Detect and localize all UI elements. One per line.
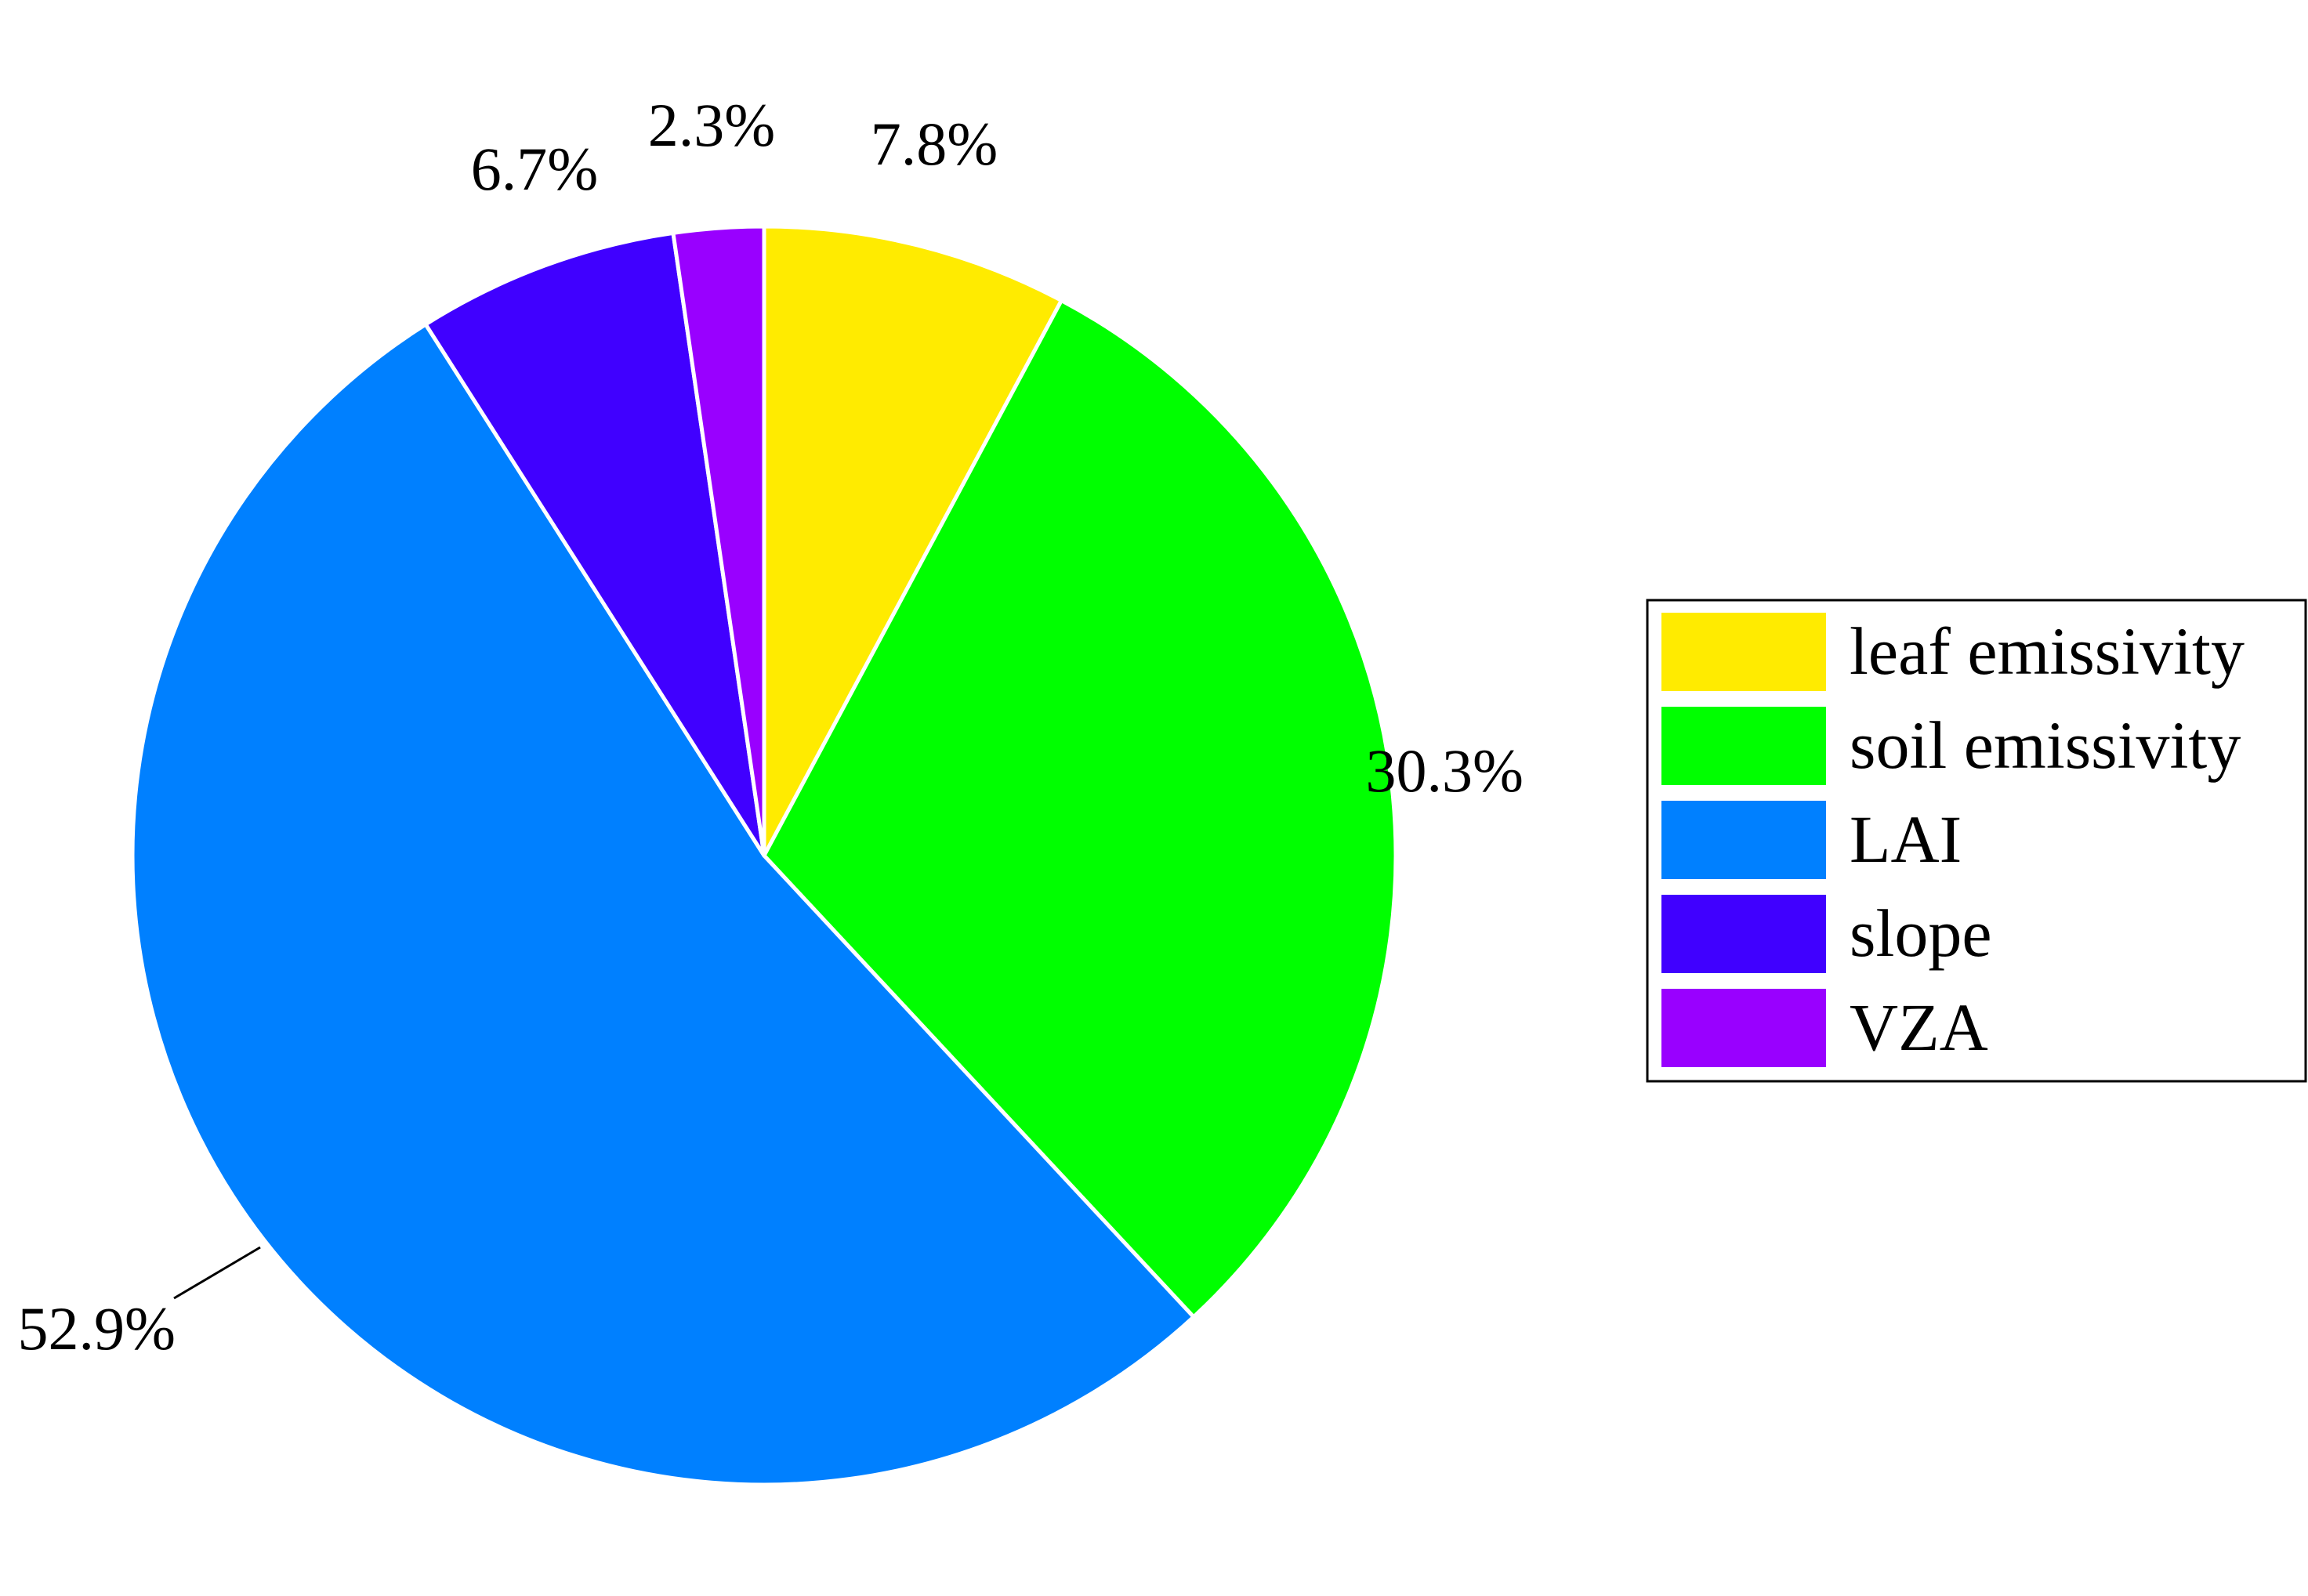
pie-slice-lai bbox=[130, 322, 1196, 1487]
slice-label-slope: 6.7% bbox=[471, 135, 598, 203]
pie-slices bbox=[130, 224, 1398, 1487]
legend-swatch-slope bbox=[1661, 895, 1826, 973]
legend-label-slope: slope bbox=[1850, 896, 1992, 971]
legend-label-leaf-emissivity: leaf emissivity bbox=[1850, 613, 2245, 689]
legend-swatch-soil-emissivity bbox=[1661, 707, 1826, 785]
leader-line-lai bbox=[173, 1246, 261, 1300]
slice-label-leaf-emissivity: 7.8% bbox=[871, 110, 998, 178]
slice-label-soil-emissivity: 30.3% bbox=[1366, 736, 1524, 805]
pie-slice-leaf-emissivity bbox=[762, 224, 1063, 858]
slice-label-vza: 2.3% bbox=[648, 91, 775, 159]
slice-labels: 7.8% 30.3% 52.9% 6.7% 2.3% bbox=[18, 91, 1524, 1363]
legend-swatch-vza bbox=[1661, 989, 1826, 1067]
legend-label-soil-emissivity: soil emissivity bbox=[1850, 708, 2241, 783]
legend-swatch-lai bbox=[1661, 801, 1826, 879]
pie-slice-soil-emissivity bbox=[762, 299, 1398, 1319]
legend: leaf emissivity soil emissivity LAI slope VZ… bbox=[1646, 599, 2307, 1083]
legend-label-lai: LAI bbox=[1850, 802, 1962, 877]
legend-label-vza: VZA bbox=[1850, 990, 1988, 1065]
pie-slice-slope bbox=[423, 230, 766, 858]
leader-lines bbox=[173, 1246, 261, 1300]
pie-slice-vza bbox=[671, 224, 766, 858]
slice-label-lai: 52.9% bbox=[18, 1294, 176, 1363]
legend-swatch-leaf-emissivity bbox=[1661, 613, 1826, 691]
